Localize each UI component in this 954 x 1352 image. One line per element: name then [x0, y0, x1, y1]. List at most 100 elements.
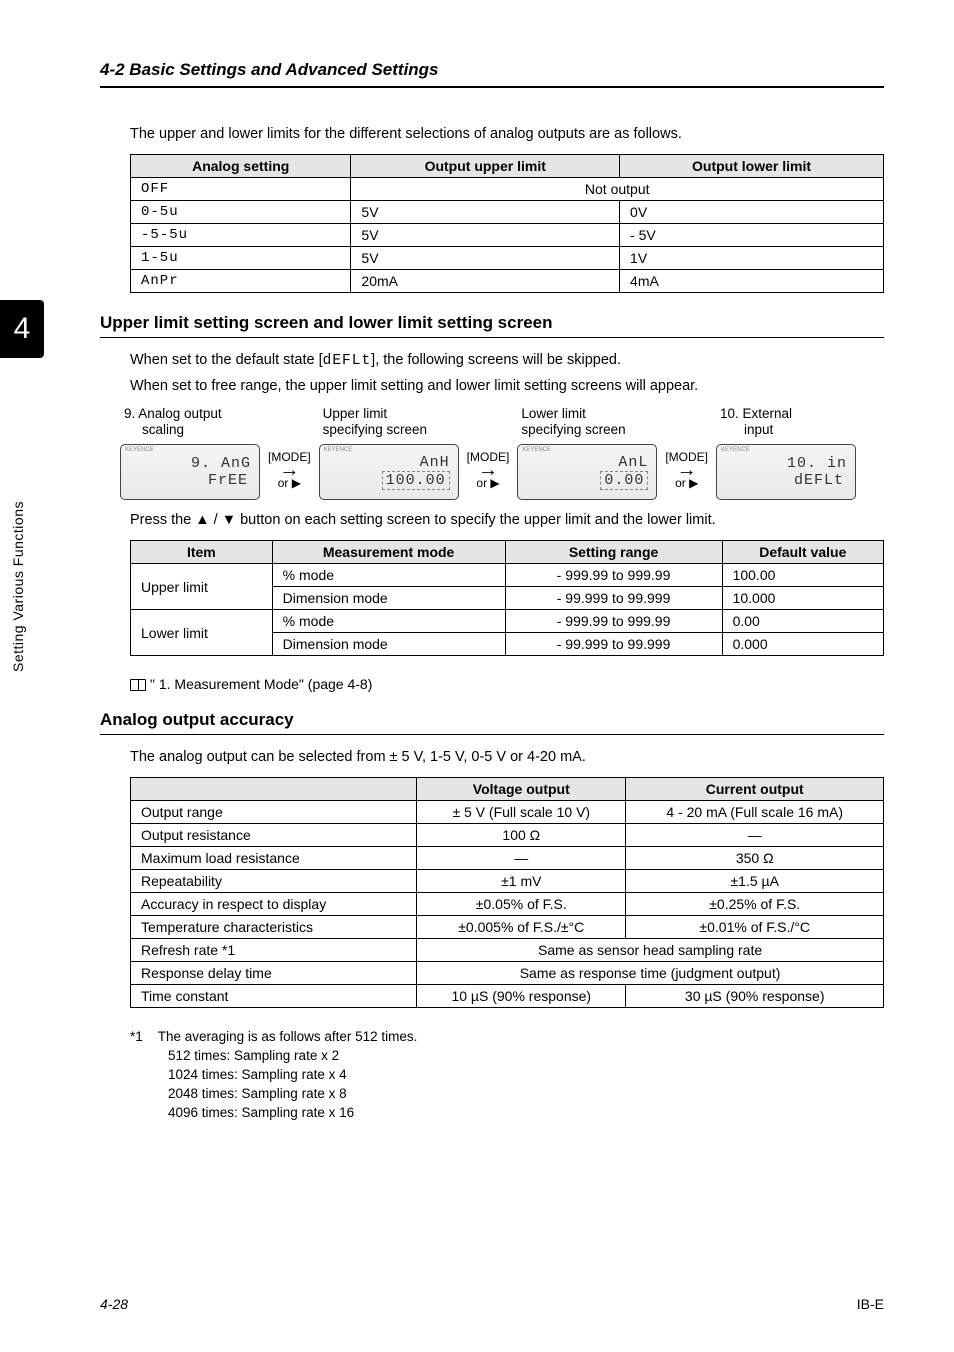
cell: Refresh rate *1	[131, 939, 417, 962]
cell: 10.000	[722, 587, 883, 610]
cell-merged: Same as response time (judgment output)	[417, 962, 884, 985]
cell: 30 µS (90% response)	[626, 985, 884, 1008]
cell: 100 Ω	[417, 824, 626, 847]
brand-label: KEYENCE	[125, 447, 154, 453]
cell: ±1.5 µA	[626, 870, 884, 893]
free-range-text: When set to free range, the upper limit …	[130, 376, 884, 396]
cell: 20mA	[351, 270, 620, 293]
arrow: [MODE] → or ▶	[665, 406, 708, 496]
cell: 10 µS (90% response)	[417, 985, 626, 1008]
lcd-line: 9. AnG	[191, 455, 251, 472]
cell: ±1 mV	[417, 870, 626, 893]
lcd-screen: KEYENCE AnH 100.00	[319, 444, 459, 500]
cell: Maximum load resistance	[131, 847, 417, 870]
section-accuracy-heading: Analog output accuracy	[100, 710, 884, 730]
cell-item: Lower limit	[131, 610, 273, 656]
cell: % mode	[272, 610, 505, 633]
footnote-line: 512 times: Sampling rate x 2	[130, 1047, 339, 1066]
table-row: Maximum load resistance — 350 Ω	[131, 847, 884, 870]
cell: ±0.05% of F.S.	[417, 893, 626, 916]
cell: ±0.25% of F.S.	[626, 893, 884, 916]
cell: % mode	[272, 564, 505, 587]
label: 10. External	[720, 406, 792, 421]
cell-merged: Not output	[351, 178, 884, 201]
cell-item: Upper limit	[131, 564, 273, 610]
col-item: Item	[131, 541, 273, 564]
text: When set to the default state [	[130, 352, 323, 368]
table-row: Upper limit % mode - 999.99 to 999.99 10…	[131, 564, 884, 587]
table-row: Temperature characteristics ±0.005% of F…	[131, 916, 884, 939]
lcd-line: FrEE	[205, 472, 251, 489]
cell: -5-5u	[131, 224, 351, 247]
cross-reference: " 1. Measurement Mode" (page 4-8)	[130, 676, 884, 692]
cell: 5V	[351, 224, 620, 247]
lcd-line: AnL	[618, 454, 648, 471]
cell: Dimension mode	[272, 587, 505, 610]
label: specifying screen	[521, 422, 625, 437]
cell: Accuracy in respect to display	[131, 893, 417, 916]
cell: Dimension mode	[272, 633, 505, 656]
accuracy-intro: The analog output can be selected from ±…	[130, 747, 884, 767]
table-row: Time constant 10 µS (90% response) 30 µS…	[131, 985, 884, 1008]
doc-id: IB-E	[857, 1296, 884, 1312]
cell: 4 - 20 mA (Full scale 16 mA)	[626, 801, 884, 824]
table-row: AnPr 20mA 4mA	[131, 270, 884, 293]
lcd-line: 0.00	[600, 471, 648, 490]
section-rule	[100, 734, 884, 735]
cell-merged: Same as sensor head sampling rate	[417, 939, 884, 962]
intro-text: The upper and lower limits for the diffe…	[130, 124, 884, 144]
lcd-screen: KEYENCE 10. in dEFLt	[716, 444, 856, 500]
cell: 100.00	[722, 564, 883, 587]
col-upper-limit: Output upper limit	[351, 155, 620, 178]
label: specifying screen	[323, 422, 427, 437]
cell: 0V	[620, 201, 884, 224]
footnote: *1 The averaging is as follows after 512…	[130, 1028, 884, 1122]
lcd-line: 10. in	[787, 455, 847, 472]
table-row: -5-5u 5V - 5V	[131, 224, 884, 247]
page-header-title: 4-2 Basic Settings and Advanced Settings	[100, 60, 884, 80]
lcd-screen: KEYENCE AnL 0.00	[517, 444, 657, 500]
screen-flow: 9. Analog outputscaling KEYENCE 9. AnG F…	[120, 406, 884, 500]
section-upper-lower-heading: Upper limit setting screen and lower lim…	[100, 313, 884, 333]
chapter-tab: 4	[0, 300, 44, 358]
cell: ±0.01% of F.S./°C	[626, 916, 884, 939]
arrow-icon: →	[677, 464, 697, 476]
lcd-line: 100.00	[382, 471, 450, 490]
footnote-marker: *1	[130, 1029, 143, 1044]
footnote-line: 2048 times: Sampling rate x 8	[130, 1085, 347, 1104]
lcd-line: AnH	[420, 454, 450, 471]
cell: Output resistance	[131, 824, 417, 847]
col-range: Setting range	[505, 541, 722, 564]
table-row: Accuracy in respect to display ±0.05% of…	[131, 893, 884, 916]
table-header-row: Item Measurement mode Setting range Defa…	[131, 541, 884, 564]
label: input	[720, 422, 773, 437]
arrow-icon: →	[478, 464, 498, 476]
screen-analog-scaling: 9. Analog outputscaling KEYENCE 9. AnG F…	[120, 406, 260, 500]
table-row: Repeatability ±1 mV ±1.5 µA	[131, 870, 884, 893]
accuracy-table: Voltage output Current output Output ran…	[130, 777, 884, 1008]
cell: 5V	[351, 247, 620, 270]
col-default: Default value	[722, 541, 883, 564]
or-label: or ▶	[476, 476, 499, 490]
footnote-line: 4096 times: Sampling rate x 16	[130, 1104, 354, 1123]
cell: - 999.99 to 999.99	[505, 564, 722, 587]
cell: OFF	[131, 178, 351, 201]
col-lower-limit: Output lower limit	[620, 155, 884, 178]
limit-settings-table: Item Measurement mode Setting range Defa…	[130, 540, 884, 656]
cell: Repeatability	[131, 870, 417, 893]
table-row: OFF Not output	[131, 178, 884, 201]
col-current: Current output	[626, 778, 884, 801]
cell: AnPr	[131, 270, 351, 293]
arrow: [MODE] → or ▶	[268, 406, 311, 496]
xref-text: " 1. Measurement Mode" (page 4-8)	[150, 676, 372, 692]
label: Lower limit	[521, 406, 586, 421]
footnote-line: 1024 times: Sampling rate x 4	[130, 1066, 347, 1085]
section-rule	[100, 337, 884, 338]
table-row: Output resistance 100 Ω —	[131, 824, 884, 847]
label: scaling	[124, 422, 184, 437]
cell: Time constant	[131, 985, 417, 1008]
table-row: Lower limit % mode - 999.99 to 999.99 0.…	[131, 610, 884, 633]
cell: 1V	[620, 247, 884, 270]
cell: ±0.005% of F.S./±°C	[417, 916, 626, 939]
analog-limits-table: Analog setting Output upper limit Output…	[130, 154, 884, 293]
